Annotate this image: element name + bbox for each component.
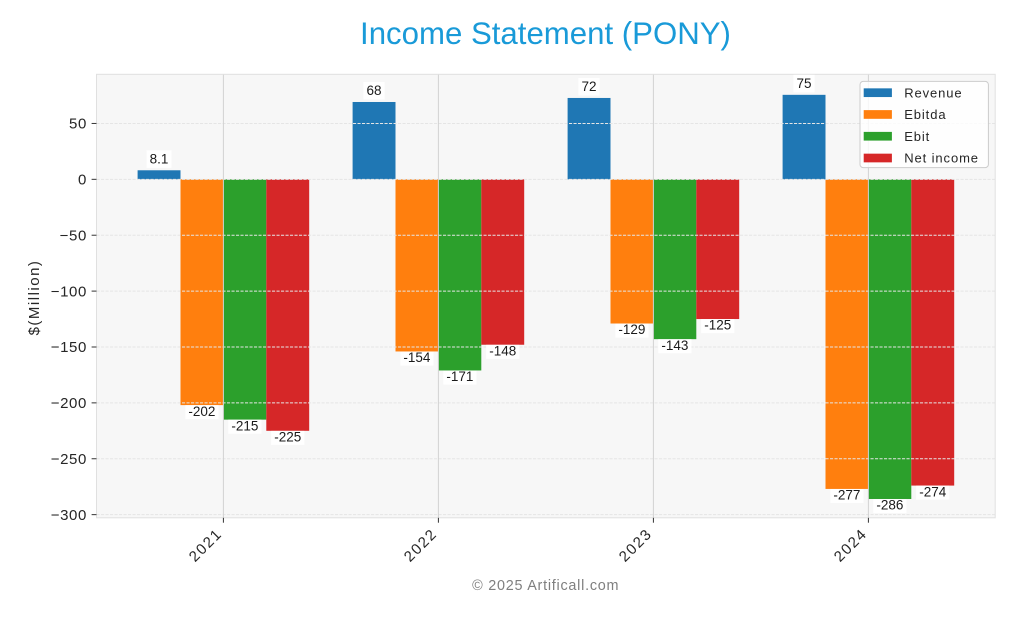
svg-text:−100: −100 [51, 283, 87, 300]
svg-text:−300: −300 [51, 507, 87, 524]
svg-text:Ebit: Ebit [904, 129, 930, 144]
svg-text:-277: -277 [833, 488, 860, 503]
svg-text:-225: -225 [274, 430, 301, 445]
svg-text:8.1: 8.1 [150, 151, 169, 166]
svg-text:Income Statement (PONY): Income Statement (PONY) [360, 16, 731, 51]
svg-text:−250: −250 [51, 451, 87, 468]
svg-text:© 2025 Artificall.com: © 2025 Artificall.com [472, 578, 619, 594]
svg-text:Ebitda: Ebitda [904, 107, 946, 122]
svg-text:−200: −200 [51, 395, 87, 412]
svg-text:-286: -286 [876, 498, 903, 513]
svg-text:-143: -143 [661, 338, 688, 353]
svg-text:-125: -125 [704, 318, 731, 333]
svg-text:-215: -215 [231, 418, 258, 433]
svg-text:-154: -154 [403, 350, 431, 365]
svg-text:-274: -274 [919, 484, 947, 499]
svg-text:68: 68 [367, 83, 382, 98]
svg-text:-148: -148 [489, 343, 516, 358]
svg-text:−150: −150 [51, 339, 87, 356]
svg-text:-129: -129 [618, 322, 645, 337]
svg-text:50: 50 [69, 116, 87, 133]
svg-text:Revenue: Revenue [904, 85, 962, 100]
svg-text:0: 0 [78, 172, 87, 189]
svg-text:-202: -202 [188, 404, 215, 419]
svg-text:Net income: Net income [904, 151, 979, 166]
svg-text:$(Million): $(Million) [26, 260, 43, 336]
svg-text:−50: −50 [60, 227, 87, 244]
svg-text:72: 72 [582, 79, 597, 94]
svg-text:75: 75 [797, 76, 812, 91]
svg-text:-171: -171 [446, 369, 473, 384]
